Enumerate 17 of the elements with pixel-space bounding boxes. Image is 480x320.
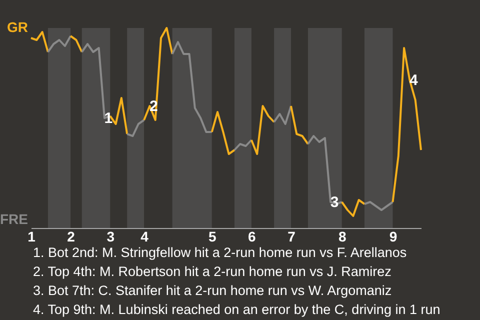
x-tick-label: 3 xyxy=(106,228,115,244)
x-tick-label: 8 xyxy=(338,228,346,244)
x-tick-label: 9 xyxy=(389,228,398,244)
text: 3. Bot 7th: C. Stanifer hit a 2-run home run vs W. Argomaniz xyxy=(33,283,392,298)
annotation: 3 xyxy=(330,194,339,211)
text: GR xyxy=(7,19,28,35)
text: FRE xyxy=(0,211,28,227)
text: 2. Top 4th: M. Robertson hit a 2-run home run vs J. Ramirez xyxy=(33,264,392,279)
text: 4. Top 9th: M. Lubinski reached on an error by the C, driving in 1 run xyxy=(33,302,440,317)
x-tick-label: 2 xyxy=(67,228,76,244)
x-tick-label: 1 xyxy=(28,228,36,244)
x-tick-label: 5 xyxy=(208,228,216,244)
annotation: 1 xyxy=(104,110,113,127)
x-tick-label: 7 xyxy=(288,228,296,244)
text: 1. Bot 2nd: M. Stringfellow hit a 2-run home run vs F. Arellanos xyxy=(33,245,407,260)
x-tick-label: 4 xyxy=(140,228,149,244)
x-tick-label: 6 xyxy=(248,228,256,244)
